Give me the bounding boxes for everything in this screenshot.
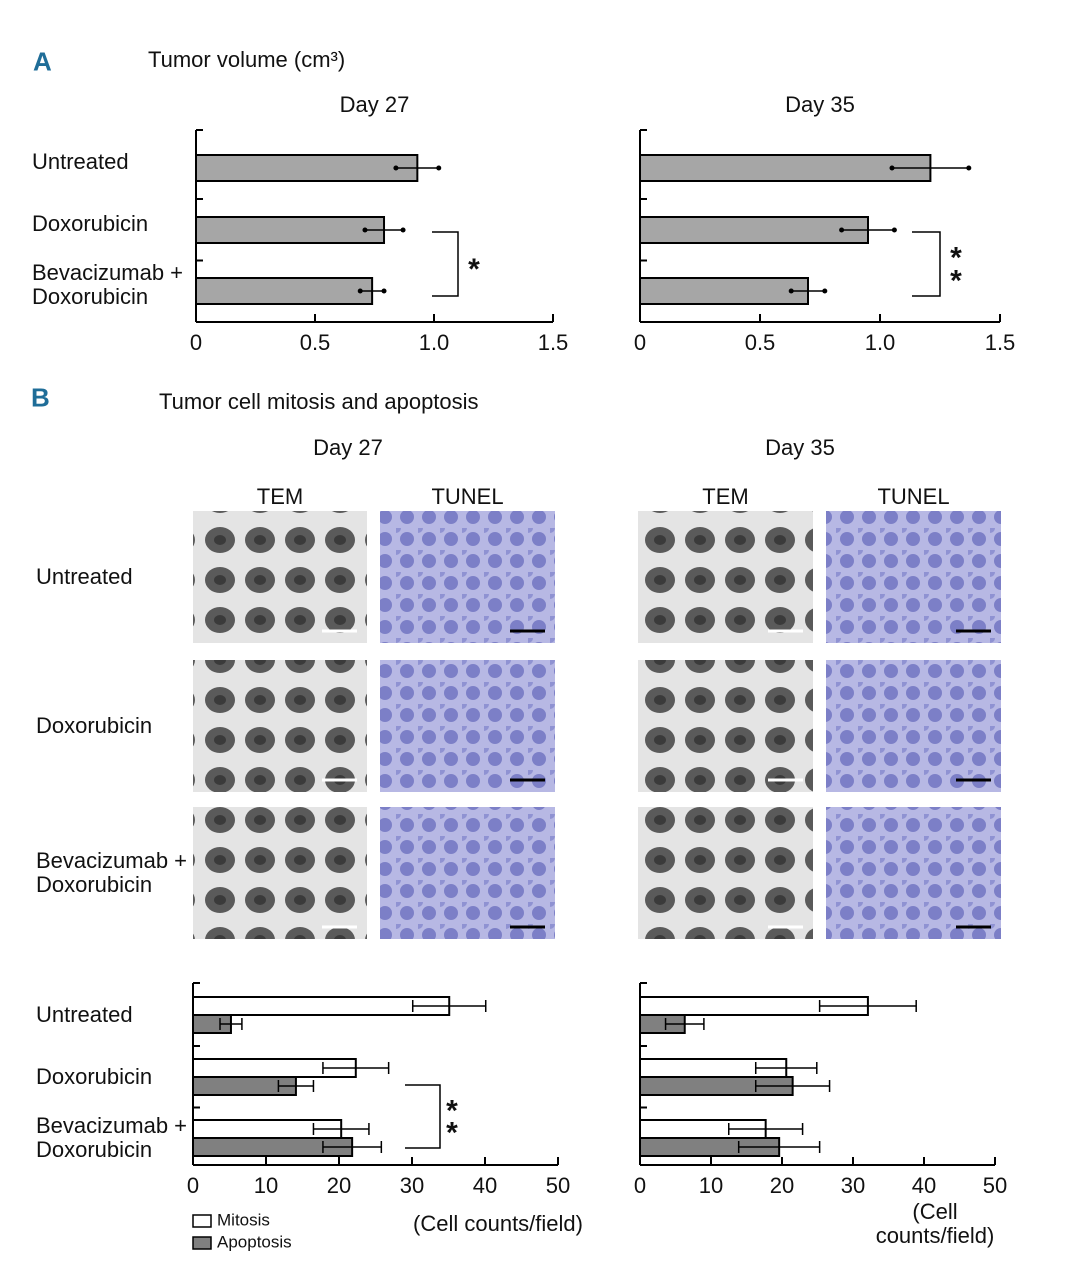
day-label: Day 27: [313, 434, 383, 460]
chart-title: Day 35: [785, 91, 855, 117]
error-cap: [357, 288, 363, 294]
legend-label: Apoptosis: [217, 1232, 292, 1252]
micrograph: [826, 511, 1001, 643]
error-cap: [839, 227, 845, 233]
x-tick-label: 30: [399, 1172, 425, 1198]
x-tick-label: 30: [840, 1172, 866, 1198]
panel-label: A: [33, 46, 52, 77]
panel-title: Tumor cell mitosis and apoptosis: [159, 388, 479, 414]
error-cap: [436, 165, 442, 171]
row-label: Untreated: [36, 563, 133, 589]
x-tick-label: 0: [189, 329, 203, 355]
bar: [195, 277, 374, 305]
legend-swatch: [192, 1214, 212, 1228]
x-tick-label: 40: [472, 1172, 498, 1198]
significance-label: * *: [950, 241, 962, 297]
x-tick-label: 1.5: [537, 329, 569, 355]
bar: [639, 216, 869, 244]
micrograph: [193, 807, 367, 939]
x-tick-label: 1.0: [418, 329, 450, 355]
x-tick-label: 20: [326, 1172, 352, 1198]
micrograph: [193, 660, 367, 792]
x-tick-label: 50: [545, 1172, 571, 1198]
category-label: Bevacizumab + Doxorubicin: [36, 1112, 188, 1162]
error-cap: [381, 288, 387, 294]
error-cap: [966, 165, 972, 171]
x-tick-label: 0.5: [299, 329, 331, 355]
error-cap: [788, 288, 794, 294]
significance-bracket: [405, 1084, 441, 1149]
micrograph: [380, 511, 555, 643]
micrograph: [380, 807, 555, 939]
error-cap: [822, 288, 828, 294]
micrograph: [638, 807, 813, 939]
category-label: Bevacizumab + Doxorubicin: [32, 259, 184, 309]
x-axis-label: (Cell counts/field): [875, 1198, 995, 1248]
bar: [195, 154, 419, 182]
x-tick-label: 10: [253, 1172, 279, 1198]
column-label: TEM: [256, 483, 304, 509]
x-tick-label: 0: [633, 329, 647, 355]
panel-title: Tumor volume (cm³): [148, 46, 346, 72]
micrograph: [638, 660, 813, 792]
x-tick-label: 0: [633, 1172, 647, 1198]
micrograph: [826, 807, 1001, 939]
category-label: Untreated: [32, 148, 129, 174]
significance-bracket: [912, 231, 941, 297]
day-label: Day 35: [765, 434, 835, 460]
x-tick-label: 20: [769, 1172, 795, 1198]
column-label: TEM: [702, 483, 749, 509]
micrograph: [638, 511, 813, 643]
bar: [192, 996, 451, 1016]
column-label: TUNEL: [877, 483, 950, 509]
error-cap: [400, 227, 406, 233]
micrograph: [380, 660, 555, 792]
error-cap: [891, 227, 897, 233]
micrograph: [193, 511, 367, 643]
bar: [639, 277, 809, 305]
category-label: Untreated: [36, 1001, 133, 1027]
x-axis-label: (Cell counts/field): [413, 1210, 583, 1236]
x-tick-label: 0: [186, 1172, 200, 1198]
error-cap: [362, 227, 368, 233]
x-tick-label: 50: [982, 1172, 1008, 1198]
x-tick-label: 40: [911, 1172, 937, 1198]
error-cap: [393, 165, 399, 171]
category-label: Doxorubicin: [36, 1063, 153, 1089]
micrograph: [826, 660, 1001, 792]
significance-label: *: [468, 252, 480, 286]
x-tick-label: 1.0: [864, 329, 896, 355]
row-label: Bevacizumab + Doxorubicin: [36, 847, 188, 897]
row-label: Doxorubicin: [36, 712, 153, 738]
chart-title: Day 27: [339, 91, 410, 117]
category-label: Doxorubicin: [32, 210, 149, 236]
panel-label: B: [31, 382, 50, 413]
significance-label: * *: [446, 1094, 458, 1150]
legend-label: Mitosis: [217, 1210, 270, 1230]
error-cap: [889, 165, 895, 171]
x-tick-label: 0.5: [744, 329, 776, 355]
bar: [639, 154, 932, 182]
legend-swatch: [192, 1236, 212, 1250]
column-label: TUNEL: [431, 483, 504, 509]
significance-bracket: [432, 231, 459, 297]
x-tick-label: 10: [698, 1172, 724, 1198]
x-tick-label: 1.5: [984, 329, 1016, 355]
bar: [195, 216, 386, 244]
